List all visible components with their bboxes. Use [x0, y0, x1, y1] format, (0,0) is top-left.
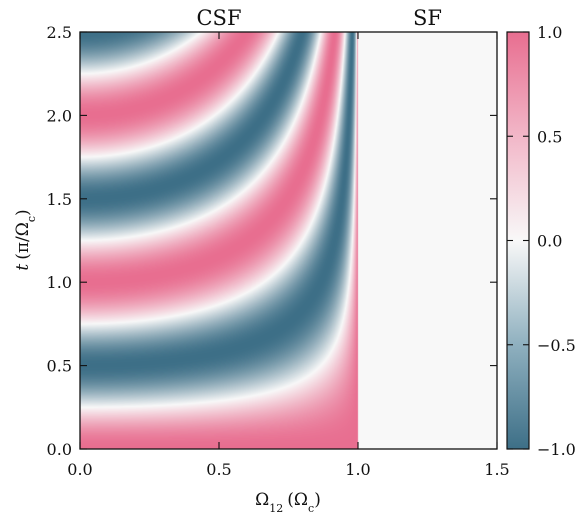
y-tick-label: 1.5: [47, 190, 72, 209]
colorbar: −1.0 −0.5 0.0 0.5 1.0: [506, 23, 576, 459]
colorbar-ticks: −1.0 −0.5 0.0 0.5 1.0: [507, 23, 576, 459]
y-axis-ticks: 0.0 0.5 1.0 1.5 2.0 2.5: [47, 23, 497, 459]
colorbar-tick-label: −0.5: [537, 336, 576, 355]
colorbar-tick-label: 0.0: [537, 232, 562, 251]
x-tick-label: 1.0: [345, 460, 370, 479]
y-axis-label: t(π/Ωc): [13, 209, 38, 270]
y-tick-label: 0.0: [47, 440, 72, 459]
x-tick-label: 1.5: [484, 460, 509, 479]
y-tick-label: 2.5: [47, 23, 72, 42]
colorbar-tick-label: 0.5: [537, 127, 562, 146]
region-labels: CSF SF: [196, 6, 442, 30]
x-tick-label: 0.5: [206, 460, 231, 479]
region-label: CSF: [196, 6, 241, 30]
y-tick-label: 1.0: [47, 273, 72, 292]
colorbar-tick-label: 1.0: [537, 23, 562, 42]
x-axis-ticks: 0.0 0.5 1.0 1.5: [67, 32, 510, 479]
y-tick-label: 2.0: [47, 106, 72, 125]
colorbar-tick-label: −1.0: [537, 440, 576, 459]
heatmap-image: [80, 32, 497, 449]
region-label: SF: [413, 6, 442, 30]
x-tick-label: 0.0: [67, 460, 92, 479]
plot-frame: [79, 31, 498, 450]
heatmap-plot-area: [80, 32, 497, 449]
x-axis-label: Ω12 (Ωc): [255, 490, 321, 515]
y-tick-label: 0.5: [47, 357, 72, 376]
